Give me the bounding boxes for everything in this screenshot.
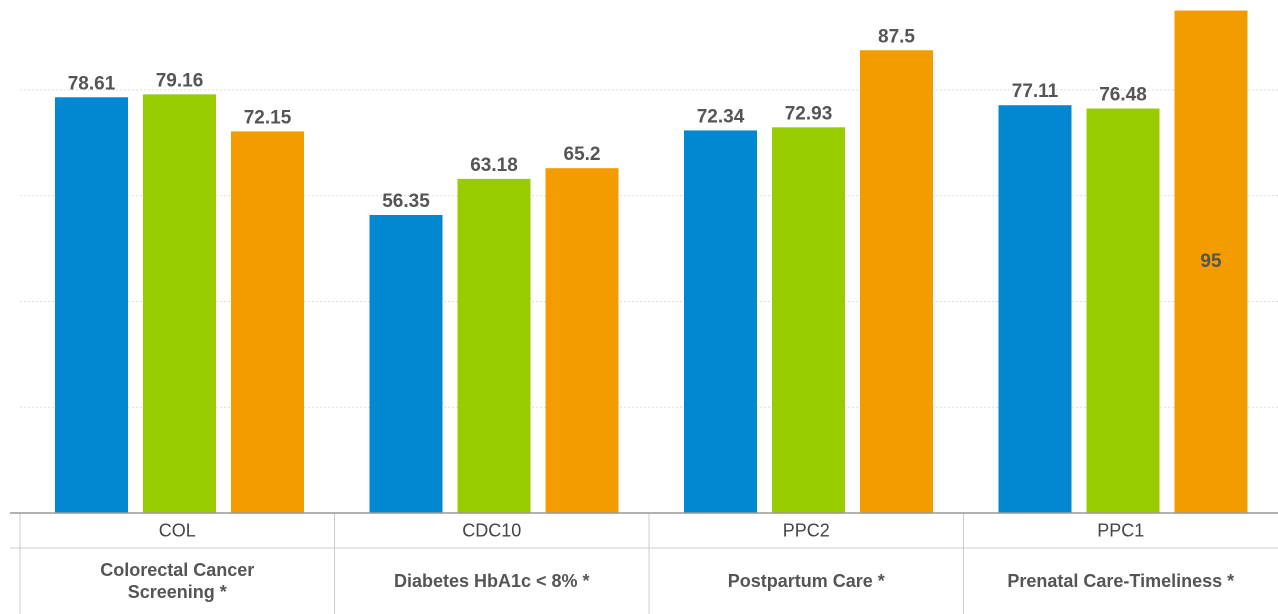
category-description: Colorectal Cancer Screening *: [100, 560, 255, 602]
category-description: Prenatal Care-Timeliness *: [1007, 571, 1235, 591]
category-description: Diabetes HbA1c < 8% *: [393, 571, 590, 591]
value-label: 78.61: [68, 73, 116, 94]
bar: [231, 131, 304, 513]
value-label: 63.18: [470, 155, 518, 176]
bar: [998, 105, 1072, 514]
bar: [457, 178, 531, 513]
bar: [545, 168, 619, 513]
value-label: 95: [1200, 251, 1222, 272]
x-tick-label: CDC10: [462, 520, 521, 540]
bar: [1086, 108, 1160, 513]
bar: [1174, 10, 1248, 513]
value-label: 65.2: [564, 144, 601, 165]
bar: [860, 50, 933, 513]
category-description: Postpartum Care *: [727, 571, 885, 591]
value-label: 56.35: [382, 191, 430, 212]
bar: [684, 130, 757, 514]
bar: [143, 94, 216, 513]
bar: [772, 127, 845, 514]
x-tick-label: COL: [159, 520, 196, 540]
value-label: 77.11: [1012, 81, 1059, 102]
bar: [55, 97, 128, 513]
value-label: 72.15: [244, 107, 292, 128]
x-tick-label: PPC1: [1097, 520, 1144, 540]
value-label: 76.48: [1099, 85, 1147, 106]
value-label: 72.93: [785, 103, 833, 124]
bar: [369, 214, 443, 514]
value-label: 79.16: [156, 70, 204, 91]
value-label: 87.5: [878, 26, 915, 47]
x-tick-label: PPC2: [783, 520, 830, 540]
value-label: 72.34: [697, 106, 745, 127]
